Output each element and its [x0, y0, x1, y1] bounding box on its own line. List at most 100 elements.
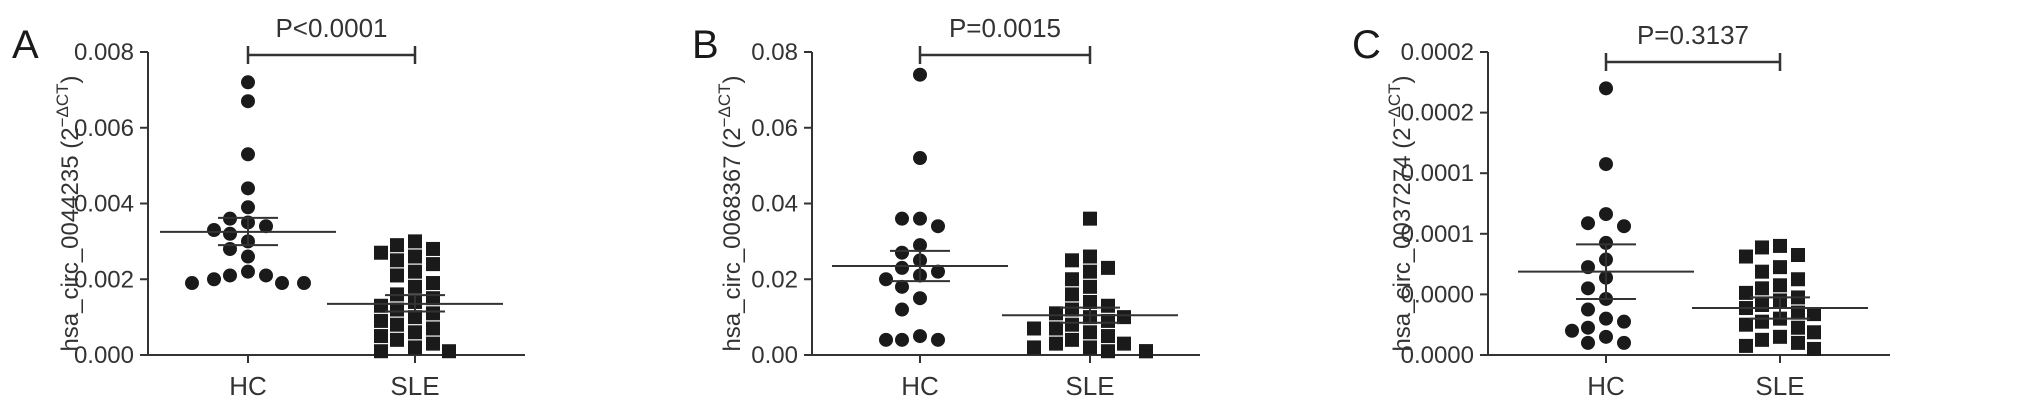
data-point-sle: [1139, 344, 1153, 359]
data-point-hc: [241, 75, 255, 90]
data-point-hc: [223, 241, 237, 256]
data-point-hc: [895, 245, 909, 260]
data-point-sle: [1739, 285, 1753, 300]
data-point-sle: [1101, 298, 1115, 313]
data-point-sle: [408, 234, 422, 249]
data-point-sle: [1773, 278, 1787, 293]
data-point-sle: [1049, 336, 1063, 351]
y-tick-label: 0.02: [751, 266, 798, 293]
x-tick-label: SLE: [1755, 371, 1804, 401]
data-point-sle: [1791, 272, 1805, 287]
data-point-hc: [1617, 314, 1631, 329]
data-point-sle: [374, 298, 388, 313]
panel-letter: B: [692, 23, 719, 67]
data-point-hc: [913, 238, 927, 253]
data-point-sle: [1791, 248, 1805, 263]
y-tick-label: 0.0002: [1401, 39, 1474, 66]
data-point-hc: [241, 181, 255, 196]
x-tick-label: SLE: [1065, 371, 1114, 401]
data-point-sle: [408, 325, 422, 340]
data-point-sle: [1755, 314, 1769, 329]
data-point-sle: [1065, 317, 1079, 332]
p-value-label: P=0.0015: [949, 13, 1061, 43]
data-point-hc: [931, 219, 945, 234]
data-point-sle: [442, 344, 456, 359]
y-tick-label: 0.0000: [1401, 342, 1474, 369]
data-point-sle: [1101, 329, 1115, 344]
data-point-hc: [207, 223, 221, 238]
data-point-sle: [1755, 240, 1769, 255]
data-point-hc: [913, 211, 927, 226]
data-point-sle: [374, 344, 388, 359]
data-point-sle: [1739, 338, 1753, 353]
p-value-label: P=0.3137: [1637, 20, 1749, 50]
data-point-sle: [1739, 249, 1753, 264]
data-point-sle: [1807, 341, 1821, 356]
data-point-sle: [1755, 332, 1769, 347]
data-point-hc: [913, 67, 927, 82]
data-point-sle: [1083, 279, 1097, 294]
data-point-sle: [1027, 321, 1041, 336]
data-point-sle: [1807, 325, 1821, 340]
y-tick-label: 0.04: [751, 191, 798, 218]
data-point-hc: [241, 200, 255, 215]
data-point-hc: [241, 147, 255, 162]
data-point-hc: [297, 276, 311, 291]
data-point-sle: [408, 310, 422, 325]
data-point-hc: [895, 332, 909, 347]
data-point-sle: [1773, 329, 1787, 344]
data-point-hc: [1581, 335, 1595, 350]
data-point-hc: [1599, 311, 1613, 326]
y-tick-label: 0.00: [751, 342, 798, 369]
data-point-sle: [1755, 298, 1769, 313]
y-tick-label: 0.0001: [1401, 160, 1474, 187]
data-point-sle: [1773, 260, 1787, 275]
data-point-sle: [390, 253, 404, 268]
data-point-sle: [1773, 238, 1787, 253]
data-point-sle: [1791, 320, 1805, 335]
data-point-sle: [1791, 305, 1805, 320]
data-point-hc: [185, 276, 199, 291]
y-tick-label: 0.002: [74, 266, 134, 293]
x-tick-label: HC: [229, 371, 267, 401]
y-tick-label: 0.008: [74, 39, 134, 66]
data-point-hc: [895, 260, 909, 275]
data-point-sle: [1101, 344, 1115, 359]
data-point-sle: [390, 317, 404, 332]
data-point-sle: [374, 245, 388, 260]
data-point-sle: [426, 306, 440, 321]
data-point-hc: [1581, 302, 1595, 317]
data-point-sle: [390, 332, 404, 347]
data-point-sle: [408, 340, 422, 355]
data-point-hc: [879, 272, 893, 287]
data-point-sle: [1101, 260, 1115, 275]
data-point-hc: [1617, 219, 1631, 234]
data-point-sle: [1083, 211, 1097, 226]
data-point-sle: [1065, 272, 1079, 287]
x-tick-label: HC: [1587, 371, 1625, 401]
data-point-sle: [1049, 321, 1063, 336]
y-tick-label: 0.0001: [1401, 221, 1474, 248]
data-point-hc: [1599, 235, 1613, 250]
y-tick-label: 0.08: [751, 39, 798, 66]
data-point-hc: [1599, 329, 1613, 344]
data-point-hc: [241, 264, 255, 279]
data-point-sle: [408, 249, 422, 264]
y-tick-label: 0.000: [74, 342, 134, 369]
data-point-hc: [259, 268, 273, 283]
data-point-sle: [426, 321, 440, 336]
y-tick-label: 0.0000: [1401, 281, 1474, 308]
data-point-hc: [207, 272, 221, 287]
data-point-hc: [223, 226, 237, 241]
data-point-sle: [426, 241, 440, 256]
data-point-sle: [408, 264, 422, 279]
data-point-sle: [390, 238, 404, 253]
panel-letter: A: [12, 23, 39, 67]
p-value-label: P<0.0001: [275, 13, 387, 43]
data-point-sle: [390, 268, 404, 283]
data-point-sle: [1755, 264, 1769, 279]
data-point-sle: [374, 329, 388, 344]
